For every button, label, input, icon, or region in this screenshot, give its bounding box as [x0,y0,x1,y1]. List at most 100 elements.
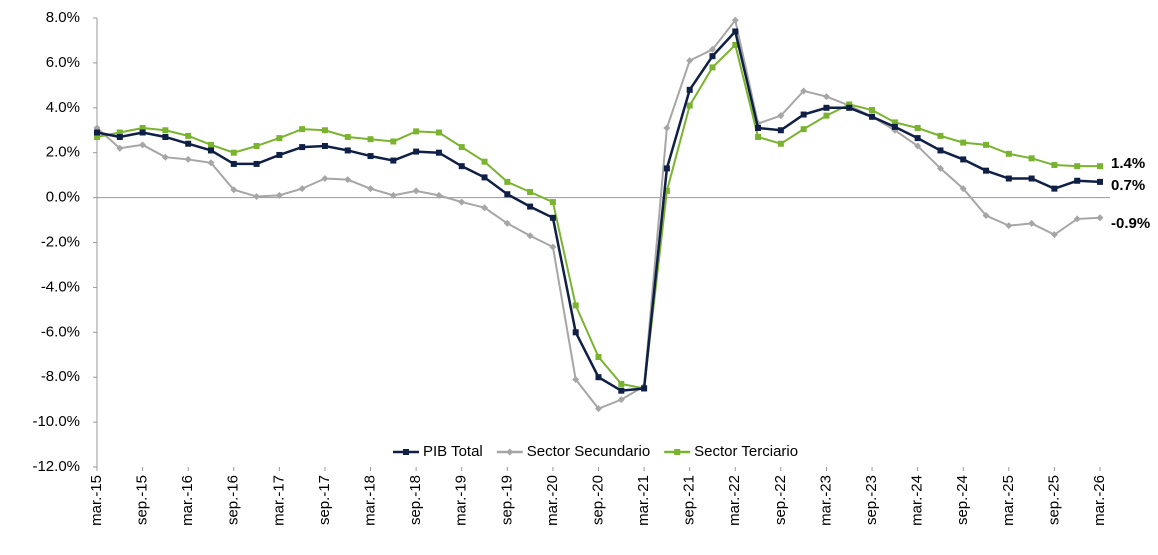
x-tick-label: mar.-25 [1000,475,1017,526]
x-tick-label: mar.-23 [817,475,834,526]
point [1028,219,1036,227]
point [1051,185,1058,192]
legend-marker [674,449,681,455]
point [617,396,625,404]
point [207,147,214,154]
point [367,153,374,160]
point [390,157,397,164]
point [1073,215,1081,223]
point [869,113,876,120]
point [595,374,602,381]
point [185,132,192,139]
x-tick-label: mar.-21 [635,475,652,526]
point [413,128,420,135]
point [435,129,442,136]
point [299,126,306,133]
x-tick-label: sep.-15 [134,475,151,525]
legend-label: Sector Secundario [527,443,650,460]
x-tick-label: mar.-17 [270,475,287,526]
y-tick-label: 6.0% [46,54,80,71]
point [686,102,693,109]
point [116,144,124,152]
point [481,204,489,212]
x-tick-label: mar.-20 [544,475,561,526]
point [914,142,922,150]
point [503,219,511,227]
point [755,125,762,132]
point [732,28,739,35]
point [299,144,306,151]
point [732,41,739,48]
point [800,126,807,133]
x-tick-label: mar.-18 [362,475,379,526]
point [960,156,967,163]
point [321,127,328,134]
point [230,160,237,167]
point [777,127,784,134]
legend-marker [403,449,409,455]
point [185,140,192,147]
series-line [96,28,1101,392]
point [937,147,944,154]
point [572,329,579,336]
series-line [96,17,1101,410]
point [914,125,921,132]
point [1096,214,1104,222]
point [481,174,488,181]
legend-label: Sector Terciario [694,443,798,460]
point [618,387,625,394]
point [549,214,556,221]
point [1051,162,1058,169]
x-tick-label: sep.-16 [225,475,242,525]
x-tick-label: mar.-19 [453,475,470,526]
point [435,149,442,156]
point [412,187,420,195]
point [184,155,192,163]
point [458,163,465,170]
x-tick-label: sep.-25 [1045,475,1062,525]
point [162,127,169,134]
point [367,136,374,143]
point [344,133,351,140]
point [708,45,716,53]
x-tick-label: sep.-24 [954,475,971,525]
point [253,192,261,200]
point [891,123,898,130]
x-tick-label: mar.-15 [88,475,105,526]
point [504,191,511,198]
point [1005,222,1013,230]
point [731,16,739,24]
y-tick-label: -2.0% [41,233,80,250]
point [686,86,693,93]
point [116,129,123,136]
x-tick-label: sep.-22 [772,475,789,525]
y-tick-label: -12.0% [32,458,80,475]
point [595,353,602,360]
end-label: 1.4% [1111,155,1145,172]
point [116,133,123,140]
point [800,111,807,118]
point [253,142,260,149]
point [936,164,944,172]
x-tick-label: sep.-20 [589,475,606,525]
point [94,129,100,136]
x-tick-label: sep.-21 [681,475,698,525]
point [344,147,351,154]
point [846,101,853,108]
point [641,385,648,392]
point [960,139,967,146]
point [959,185,967,193]
point [298,185,306,193]
point [253,160,260,167]
point [663,165,670,172]
point [1097,163,1103,170]
point [230,149,237,156]
y-tick-label: 2.0% [46,144,80,161]
point [321,175,329,183]
point [207,159,215,167]
point [1074,163,1081,170]
x-tick-label: sep.-19 [498,475,515,525]
point [390,138,397,145]
point [458,198,466,206]
